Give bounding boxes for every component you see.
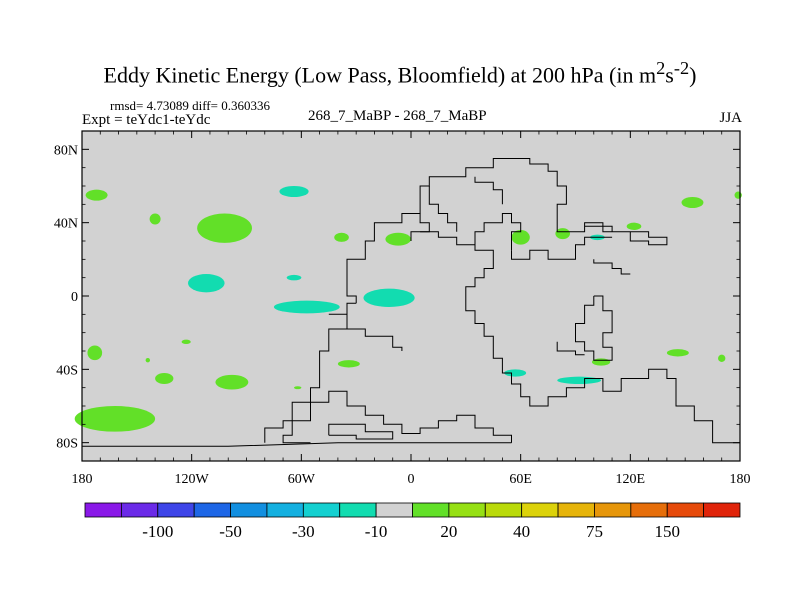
title-unit-exponent-2: -2 — [673, 58, 690, 78]
colorbar-box — [630, 502, 668, 518]
colorbar-label: 20 — [440, 522, 457, 541]
anomaly-patch — [181, 339, 191, 345]
x-tick-label: 60W — [288, 472, 316, 487]
land-outline — [575, 295, 613, 361]
colorbar-box — [266, 502, 304, 518]
anomaly-patch — [557, 376, 602, 385]
colorbar-box — [703, 502, 741, 518]
x-tick-label: 180 — [730, 472, 751, 487]
anomaly-patch — [188, 274, 225, 293]
anomaly-patch — [555, 228, 571, 240]
anomaly-patch — [626, 222, 642, 230]
anomaly-patch — [334, 232, 349, 242]
anomaly-patch — [155, 373, 174, 384]
colorbar-label: 75 — [586, 522, 603, 541]
colorbar-box — [193, 502, 231, 518]
y-tick-label: 80N — [54, 143, 78, 158]
anomaly-patch — [197, 213, 252, 243]
colorbar-box — [594, 502, 632, 518]
y-tick-label: 40S — [56, 363, 78, 378]
colorbar-box — [157, 502, 195, 518]
colorbar-label: -100 — [142, 522, 173, 541]
colorbar-box — [521, 502, 559, 518]
land-outline — [420, 231, 740, 444]
season-label: JJA — [719, 110, 742, 126]
land-outline — [593, 259, 631, 275]
land-outline — [282, 302, 357, 444]
anomaly-patch — [591, 358, 611, 366]
anomaly-patch — [666, 349, 689, 357]
anomaly-patch — [149, 213, 161, 225]
land-outline — [264, 390, 512, 443]
colorbar-box — [412, 502, 450, 518]
x-tick-label: 120E — [616, 472, 646, 487]
experiment-label: Expt = teYdc1-teYdc — [82, 112, 211, 128]
land-outline — [474, 176, 503, 205]
land-outline — [346, 213, 430, 304]
land-outline — [511, 236, 613, 260]
anomaly-patch — [337, 360, 360, 368]
anomaly-patch — [511, 230, 530, 245]
anomaly-patch — [734, 191, 742, 199]
colorbar-box — [666, 502, 705, 518]
colorbar-label: -10 — [365, 522, 388, 541]
y-tick-label: 40N — [54, 217, 78, 232]
colorbar-box — [302, 502, 341, 518]
anomaly-patch — [363, 288, 415, 308]
stats-line: rmsd= 4.73089 diff= 0.360336 — [110, 98, 270, 113]
anomaly-patch — [279, 186, 309, 197]
y-tick-label: 80S — [56, 437, 78, 452]
land-outline — [82, 442, 512, 447]
anomaly-patch — [87, 345, 103, 361]
colorbar-label: -50 — [219, 522, 242, 541]
title-unit-exponent-1: 2 — [656, 58, 666, 78]
anomaly-patch — [74, 406, 156, 432]
chart-title: Eddy Kinetic Energy (Low Pass, Bloomfiel… — [103, 58, 697, 88]
land-outline — [419, 158, 668, 246]
axes: 180 120W 60W 0 60E 120E 180 80N 40N 0 40S 80S — [54, 130, 751, 487]
land-outline — [428, 186, 458, 232]
colorbar-box — [375, 502, 413, 518]
colorbar-label: 40 — [513, 522, 530, 541]
anomaly-patch — [145, 357, 150, 363]
colorbar-box — [484, 502, 523, 518]
anomaly-patch — [504, 369, 527, 377]
anomaly-patch — [273, 300, 340, 314]
colorbar-box — [339, 502, 377, 518]
plot-area — [74, 131, 742, 461]
x-tick-label: 60E — [509, 472, 532, 487]
colorbar-box — [230, 502, 268, 518]
anomaly-patch — [385, 232, 412, 246]
x-tick-label: 120W — [175, 472, 210, 487]
anomaly-patch — [294, 386, 302, 390]
colorbar-label: 150 — [654, 522, 680, 541]
land-outline — [328, 423, 394, 440]
colorbar-label: -30 — [292, 522, 315, 541]
land-outline — [328, 313, 403, 351]
anomaly-patch — [718, 354, 726, 363]
x-tick-label: 0 — [408, 472, 415, 487]
land-outline — [556, 341, 585, 356]
anomaly-patch — [215, 374, 249, 390]
anomaly-patch — [286, 274, 302, 281]
anomaly-patch — [681, 197, 704, 208]
anomaly-patch — [85, 189, 108, 201]
colorbar-box — [557, 502, 595, 518]
land-outline — [474, 213, 522, 251]
center-label: 268_7_MaBP - 268_7_MaBP — [308, 108, 487, 124]
colorbar-box — [120, 502, 159, 518]
colorbar: -100 -50 -30 -10 20 40 75 150 — [84, 502, 741, 541]
x-tick-label: 180 — [72, 472, 93, 487]
y-tick-label: 0 — [71, 290, 78, 305]
colorbar-box — [448, 502, 486, 518]
colorbar-box — [84, 502, 122, 518]
